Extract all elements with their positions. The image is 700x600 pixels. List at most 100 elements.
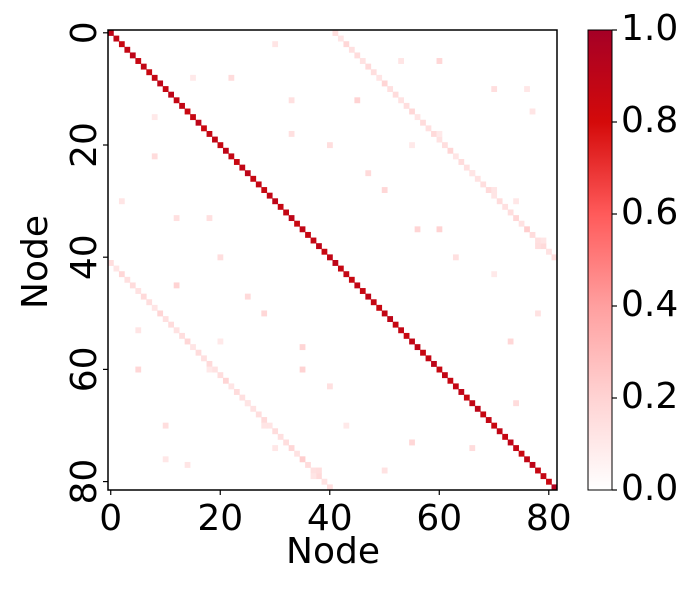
heatmap-cell xyxy=(381,310,388,317)
heatmap-cell xyxy=(513,445,519,452)
heatmap-cell xyxy=(310,473,317,480)
heatmap-cell xyxy=(529,108,536,115)
heatmap-cell xyxy=(327,383,333,390)
heatmap-cell xyxy=(239,164,246,171)
heatmap-cell xyxy=(146,69,153,76)
heatmap-cell xyxy=(463,394,470,401)
heatmap-cell xyxy=(327,484,333,491)
heatmap-cell xyxy=(266,192,273,199)
heatmap-cell xyxy=(436,136,443,143)
heatmap-cell xyxy=(507,338,514,345)
x-tick-label: 40 xyxy=(307,498,353,539)
heatmap-cell xyxy=(217,338,224,345)
heatmap-cell xyxy=(255,411,262,418)
heatmap-cell xyxy=(524,456,530,463)
heatmap-cell xyxy=(420,349,426,356)
heatmap-cell xyxy=(228,153,235,160)
heatmap-cell xyxy=(190,74,196,81)
heatmap-cell xyxy=(288,97,295,104)
heatmap-cell xyxy=(529,231,536,238)
heatmap-cell xyxy=(524,86,530,93)
heatmap-cell xyxy=(436,226,443,233)
heatmap-cell xyxy=(354,52,361,59)
heatmap-cell xyxy=(458,159,465,165)
heatmap-cell xyxy=(261,422,268,429)
heatmap-cell xyxy=(305,461,311,468)
colorbar xyxy=(587,29,613,491)
heatmap-cell xyxy=(135,327,142,334)
heatmap-cell xyxy=(469,170,476,177)
heatmap-cell xyxy=(463,164,470,171)
heatmap-cell xyxy=(474,175,481,182)
heatmap-cell xyxy=(485,187,492,193)
heatmap-cell xyxy=(551,484,558,491)
heatmap-cell xyxy=(299,366,306,373)
heatmap-cell xyxy=(392,321,399,328)
heatmap-cell xyxy=(442,142,448,149)
heatmap-cell xyxy=(250,405,257,412)
heatmap-cell xyxy=(409,439,415,446)
heatmap-cell xyxy=(376,304,383,311)
heatmap-cell xyxy=(129,282,136,289)
heatmap-cell xyxy=(337,35,344,42)
heatmap-cell xyxy=(250,175,257,182)
heatmap-cell xyxy=(436,58,443,64)
heatmap-cell xyxy=(151,304,158,311)
heatmap-cell xyxy=(469,400,476,407)
heatmap-cell xyxy=(321,478,328,485)
heatmap-cell xyxy=(491,422,498,429)
heatmap-cell xyxy=(173,327,180,334)
heatmap-cell xyxy=(283,439,289,446)
heatmap-cell xyxy=(140,63,147,70)
heatmap-cell xyxy=(348,46,355,53)
heatmap-cell xyxy=(442,372,448,379)
heatmap-cell xyxy=(365,293,372,300)
heatmap-cell xyxy=(535,243,541,250)
heatmap-cell xyxy=(337,265,344,272)
heatmap-cell xyxy=(261,310,268,317)
heatmap-cell xyxy=(206,215,213,222)
x-tick-label: 80 xyxy=(526,498,572,539)
heatmap-cell xyxy=(327,254,333,261)
heatmap-cell xyxy=(288,130,295,137)
heatmap-cell xyxy=(425,125,432,132)
heatmap-cell xyxy=(327,142,333,149)
heatmap-cell xyxy=(272,445,279,452)
heatmap-cell xyxy=(217,372,224,379)
heatmap-cell xyxy=(222,377,229,384)
heatmap-cell xyxy=(157,310,164,317)
y-tick-label: 80 xyxy=(64,459,105,505)
x-tick-label: 60 xyxy=(416,498,462,539)
heatmap-cell xyxy=(507,209,514,216)
heatmap-cell xyxy=(370,69,377,76)
heatmap-cell xyxy=(310,467,317,474)
heatmap-cell xyxy=(190,114,196,121)
heatmap-cell xyxy=(381,187,388,193)
heatmap-cell xyxy=(272,41,279,48)
heatmap-cell xyxy=(195,349,202,356)
heatmap-cell xyxy=(201,125,207,132)
heatmap-cell xyxy=(431,360,437,367)
heatmap-cell xyxy=(305,231,311,238)
heatmap-cell xyxy=(513,215,519,222)
heatmap-cell xyxy=(387,86,394,93)
heatmap-cell xyxy=(535,310,541,317)
x-tick-label: 0 xyxy=(99,498,122,539)
heatmap-cell xyxy=(474,405,481,412)
heatmap-cell xyxy=(502,203,509,210)
heatmap-cell xyxy=(162,86,169,93)
colorbar-tick-label: 1.0 xyxy=(621,8,678,49)
heatmap-cell xyxy=(272,198,279,205)
heatmap-cell xyxy=(299,456,306,463)
y-tick-label: 0 xyxy=(64,21,105,44)
heatmap-cell xyxy=(294,220,300,227)
heatmap-cell xyxy=(480,181,487,188)
heatmap-cell xyxy=(496,198,503,205)
heatmap-cell xyxy=(261,187,268,193)
heatmap-cell xyxy=(376,74,383,81)
heatmap-cell xyxy=(447,377,454,384)
heatmap-cell xyxy=(135,58,142,64)
heatmap-cell xyxy=(244,293,251,300)
heatmap-cell xyxy=(108,30,114,36)
x-axis-label: Node xyxy=(286,531,380,572)
